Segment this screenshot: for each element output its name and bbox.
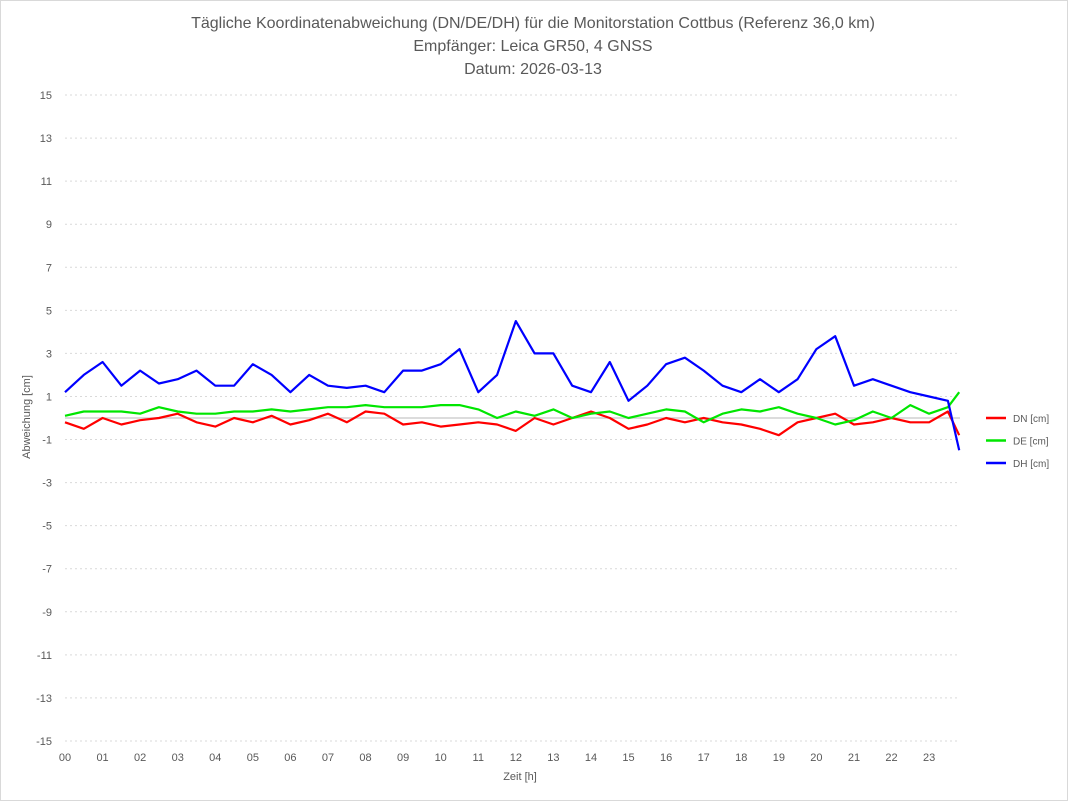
title-line-1: Tägliche Koordinatenabweichung (DN/DE/DH…	[191, 15, 875, 32]
y-tick-label: 9	[46, 219, 52, 231]
y-tick-label: 13	[40, 133, 52, 145]
x-tick-label: 23	[923, 752, 935, 764]
x-tick-labels: 00 01 02 03 04 05 06 07 08 09 10 11 12 13 14 15 16 17 18 19…	[59, 752, 935, 764]
series-line-dn	[64, 410, 961, 437]
y-tick-label: 3	[46, 348, 52, 360]
y-tick-label: -9	[42, 607, 52, 619]
y-tick-label: 5	[46, 305, 52, 317]
y-tick-label: -3	[42, 478, 52, 490]
y-tick-label: 15	[40, 90, 52, 102]
y-tick-label: 1	[46, 391, 52, 403]
x-tick-label: 11	[473, 752, 484, 764]
y-tick-label: -5	[42, 521, 52, 533]
x-tick-label: 06	[284, 752, 296, 764]
x-tick-label: 18	[735, 752, 747, 764]
x-tick-label: 07	[322, 752, 334, 764]
gridlines	[65, 94, 960, 742]
y-tick-label: -7	[42, 564, 52, 576]
x-tick-label: 17	[698, 752, 710, 764]
x-tick-label: 12	[510, 752, 522, 764]
x-tick-label: 16	[660, 752, 672, 764]
x-tick-label: 08	[359, 752, 371, 764]
y-tick-label: -1	[42, 435, 52, 447]
series-line-dh	[64, 320, 961, 451]
x-tick-label: 04	[209, 752, 221, 764]
x-tick-label: 13	[547, 752, 559, 764]
legend-label: DH [cm]	[1013, 459, 1049, 470]
legend-label: DN [cm]	[1013, 414, 1049, 425]
y-tick-label: -13	[36, 693, 52, 705]
y-tick-label: -15	[36, 736, 52, 748]
x-tick-label: 21	[848, 752, 860, 764]
x-tick-label: 10	[435, 752, 447, 764]
series-line-de	[64, 391, 961, 426]
x-tick-label: 03	[172, 752, 184, 764]
legend: DN [cm] DE [cm] DH [cm]	[986, 414, 1049, 470]
chart-title: Tägliche Koordinatenabweichung (DN/DE/DH…	[191, 15, 875, 78]
x-tick-label: 00	[59, 752, 71, 764]
y-tick-labels: 15 13 11 9 7 5 3 1 -1 -3 -5 -7 -9 -11 -13 -15	[36, 90, 52, 748]
title-line-3: Datum: 2026-03-13	[464, 61, 602, 78]
x-tick-label: 05	[247, 752, 259, 764]
x-tick-label: 01	[96, 752, 108, 764]
x-tick-label: 19	[773, 752, 785, 764]
x-tick-label: 02	[134, 752, 146, 764]
x-tick-label: 15	[622, 752, 634, 764]
x-tick-label: 22	[885, 752, 897, 764]
legend-label: DE [cm]	[1013, 437, 1049, 448]
y-axis-label: Abweichung [cm]	[21, 375, 33, 459]
series-lines	[64, 320, 961, 451]
x-tick-label: 09	[397, 752, 409, 764]
y-tick-label: 11	[41, 176, 52, 188]
title-line-2: Empfänger: Leica GR50, 4 GNSS	[413, 38, 652, 55]
y-tick-label: 7	[46, 262, 52, 274]
y-tick-label: -11	[37, 650, 52, 662]
x-axis-label: Zeit [h]	[503, 771, 537, 783]
x-tick-label: 20	[810, 752, 822, 764]
x-tick-label: 14	[585, 752, 597, 764]
